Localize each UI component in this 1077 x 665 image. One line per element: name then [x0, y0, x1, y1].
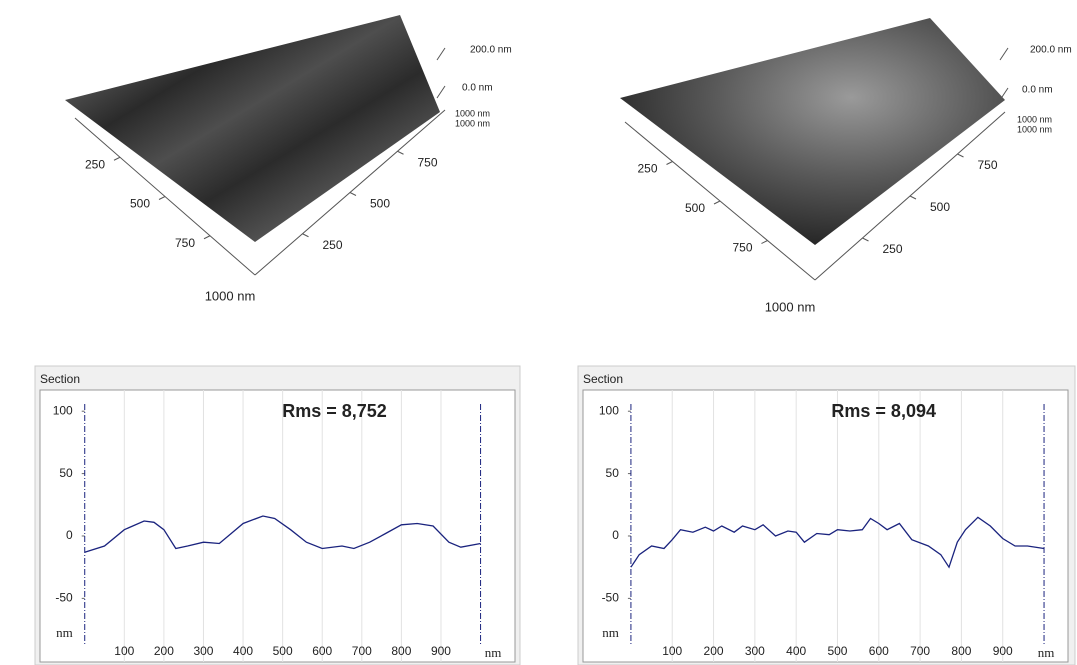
x-tick-label: 500 [685, 201, 705, 215]
y-tick-label: 250 [322, 238, 342, 252]
y-tick-label: 750 [977, 158, 997, 172]
z-tick [437, 86, 445, 98]
y-tick-label: 750 [417, 155, 437, 169]
page: { "surfaces": [ {"z_ticks": ["200.0 nm",… [0, 0, 1077, 665]
y-tick-label: -50 [602, 591, 620, 605]
tick-mark [910, 196, 916, 199]
panel-title: Section [40, 372, 80, 386]
axis-end-label: 1000 nm [455, 118, 490, 128]
tick-mark [159, 197, 165, 200]
x-tick-label: 700 [910, 644, 930, 658]
tick-mark [350, 193, 356, 196]
z-tick-label: 0.0 nm [1022, 85, 1053, 96]
z-tick [437, 48, 445, 60]
x-tick-label: 900 [993, 644, 1013, 658]
y-tick-label: 0 [66, 528, 73, 542]
z-tick-label: 0.0 nm [462, 83, 493, 94]
x-tick-label: 500 [827, 644, 847, 658]
x-tick-label: 200 [704, 644, 724, 658]
plot-area [583, 390, 1068, 662]
tick-mark [667, 162, 673, 165]
tick-mark [303, 234, 309, 237]
x-tick-label: 100 [662, 644, 682, 658]
x-tick-label: 250 [85, 157, 105, 171]
x-tick-label: 600 [312, 644, 332, 658]
rms-annotation: Rms = 8,752 [282, 401, 387, 421]
x-tick-label: 750 [732, 241, 752, 255]
y-tick-label: 250 [882, 242, 902, 256]
tick-mark [958, 154, 964, 157]
x-tick-label: 400 [786, 644, 806, 658]
y-tick-label: 500 [370, 197, 390, 211]
y-tick-label: 0 [612, 528, 619, 542]
x-tick-label: 800 [951, 644, 971, 658]
tick-mark [204, 236, 210, 239]
x-tick-label: 500 [130, 197, 150, 211]
tick-mark [398, 151, 404, 154]
rms-annotation: Rms = 8,094 [831, 401, 936, 421]
tick-mark [863, 238, 869, 241]
x-tick-label: 800 [391, 644, 411, 658]
x-tick-label: 750 [175, 236, 195, 250]
axis-end-label: 1000 nm [1017, 124, 1052, 134]
x-tick-label: 300 [745, 644, 765, 658]
x-tick-label: 200 [154, 644, 174, 658]
y-tick-label: 500 [930, 200, 950, 214]
x-axis-end-label: 1000 nm [765, 299, 816, 314]
z-tick [1000, 88, 1008, 100]
z-tick [1000, 48, 1008, 60]
x-tick-label: 100 [114, 644, 134, 658]
x-tick-label: 250 [637, 162, 657, 176]
axis-end-label: 1000 nm [455, 108, 490, 118]
panel-title: Section [583, 372, 623, 386]
y-tick-label: 50 [606, 466, 620, 480]
y-axis-label: nm [56, 625, 73, 640]
x-tick-label: 700 [352, 644, 372, 658]
tick-mark [714, 201, 720, 204]
y-tick-label: 100 [53, 403, 73, 417]
plot-area [40, 390, 515, 662]
x-tick-label: 600 [869, 644, 889, 658]
tick-mark [762, 241, 768, 244]
z-tick-label: 200.0 nm [470, 45, 512, 56]
tick-mark [114, 157, 120, 160]
y-tick-label: 50 [59, 466, 73, 480]
x-axis-label: nm [1038, 645, 1055, 660]
x-tick-label: 500 [273, 644, 293, 658]
x-tick-label: 900 [431, 644, 451, 658]
axis-end-label: 1000 nm [1017, 114, 1052, 124]
x-axis-end-label: 1000 nm [205, 288, 256, 303]
x-tick-label: 400 [233, 644, 253, 658]
x-axis-label: nm [485, 645, 502, 660]
y-tick-label: -50 [55, 591, 73, 605]
z-tick-label: 200.0 nm [1030, 45, 1072, 56]
x-tick-label: 300 [193, 644, 213, 658]
y-tick-label: 100 [599, 403, 619, 417]
y-axis-label: nm [602, 625, 619, 640]
figure: 2505007501000 nm250500750200.0 nm0.0 nm1… [0, 0, 1077, 665]
